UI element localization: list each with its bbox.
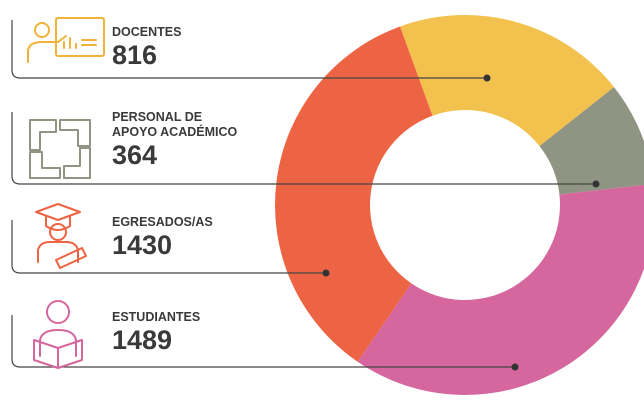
dot bbox=[483, 74, 491, 82]
leader-line bbox=[11, 315, 515, 368]
dot bbox=[511, 363, 519, 371]
donut-segment bbox=[275, 26, 433, 362]
label-group: DOCENTES 816 bbox=[112, 25, 240, 70]
leader-line bbox=[11, 112, 596, 185]
icon-teacher bbox=[27, 17, 105, 63]
label-group: EGRESADOS/AS 1430 bbox=[112, 215, 240, 260]
icon-student bbox=[33, 300, 83, 369]
dot bbox=[592, 180, 600, 188]
leader-line bbox=[11, 20, 487, 79]
donut-segment bbox=[539, 87, 644, 195]
value-label: 816 bbox=[112, 40, 158, 70]
donut-segment bbox=[357, 185, 644, 396]
category-label: PERSONAL DE APOYO ACADÉMICO bbox=[112, 110, 238, 139]
leader-dots bbox=[322, 74, 600, 371]
label-group: ESTUDIANTES 1489 bbox=[112, 310, 240, 355]
value-label: 1489 bbox=[112, 325, 173, 355]
leaders bbox=[11, 20, 596, 368]
donut bbox=[275, 14, 644, 396]
value-label: 1430 bbox=[112, 230, 173, 260]
label-group: PERSONAL DE APOYO ACADÉMICO 364 bbox=[112, 110, 240, 170]
category-label: EGRESADOS/AS bbox=[112, 215, 213, 229]
icon-graduate bbox=[35, 203, 87, 269]
leader-line bbox=[11, 220, 326, 274]
donut-segment bbox=[400, 14, 615, 147]
value-label: 364 bbox=[112, 140, 158, 170]
dot bbox=[322, 269, 330, 277]
category-label: DOCENTES bbox=[112, 25, 182, 39]
category-label: ESTUDIANTES bbox=[112, 310, 201, 324]
icon-hands bbox=[29, 119, 91, 179]
